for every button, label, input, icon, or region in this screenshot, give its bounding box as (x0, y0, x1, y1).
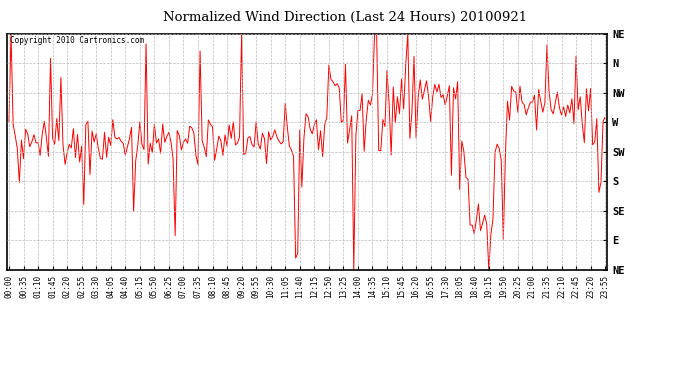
Text: Copyright 2010 Cartronics.com: Copyright 2010 Cartronics.com (10, 36, 144, 45)
Text: Normalized Wind Direction (Last 24 Hours) 20100921: Normalized Wind Direction (Last 24 Hours… (163, 11, 527, 24)
